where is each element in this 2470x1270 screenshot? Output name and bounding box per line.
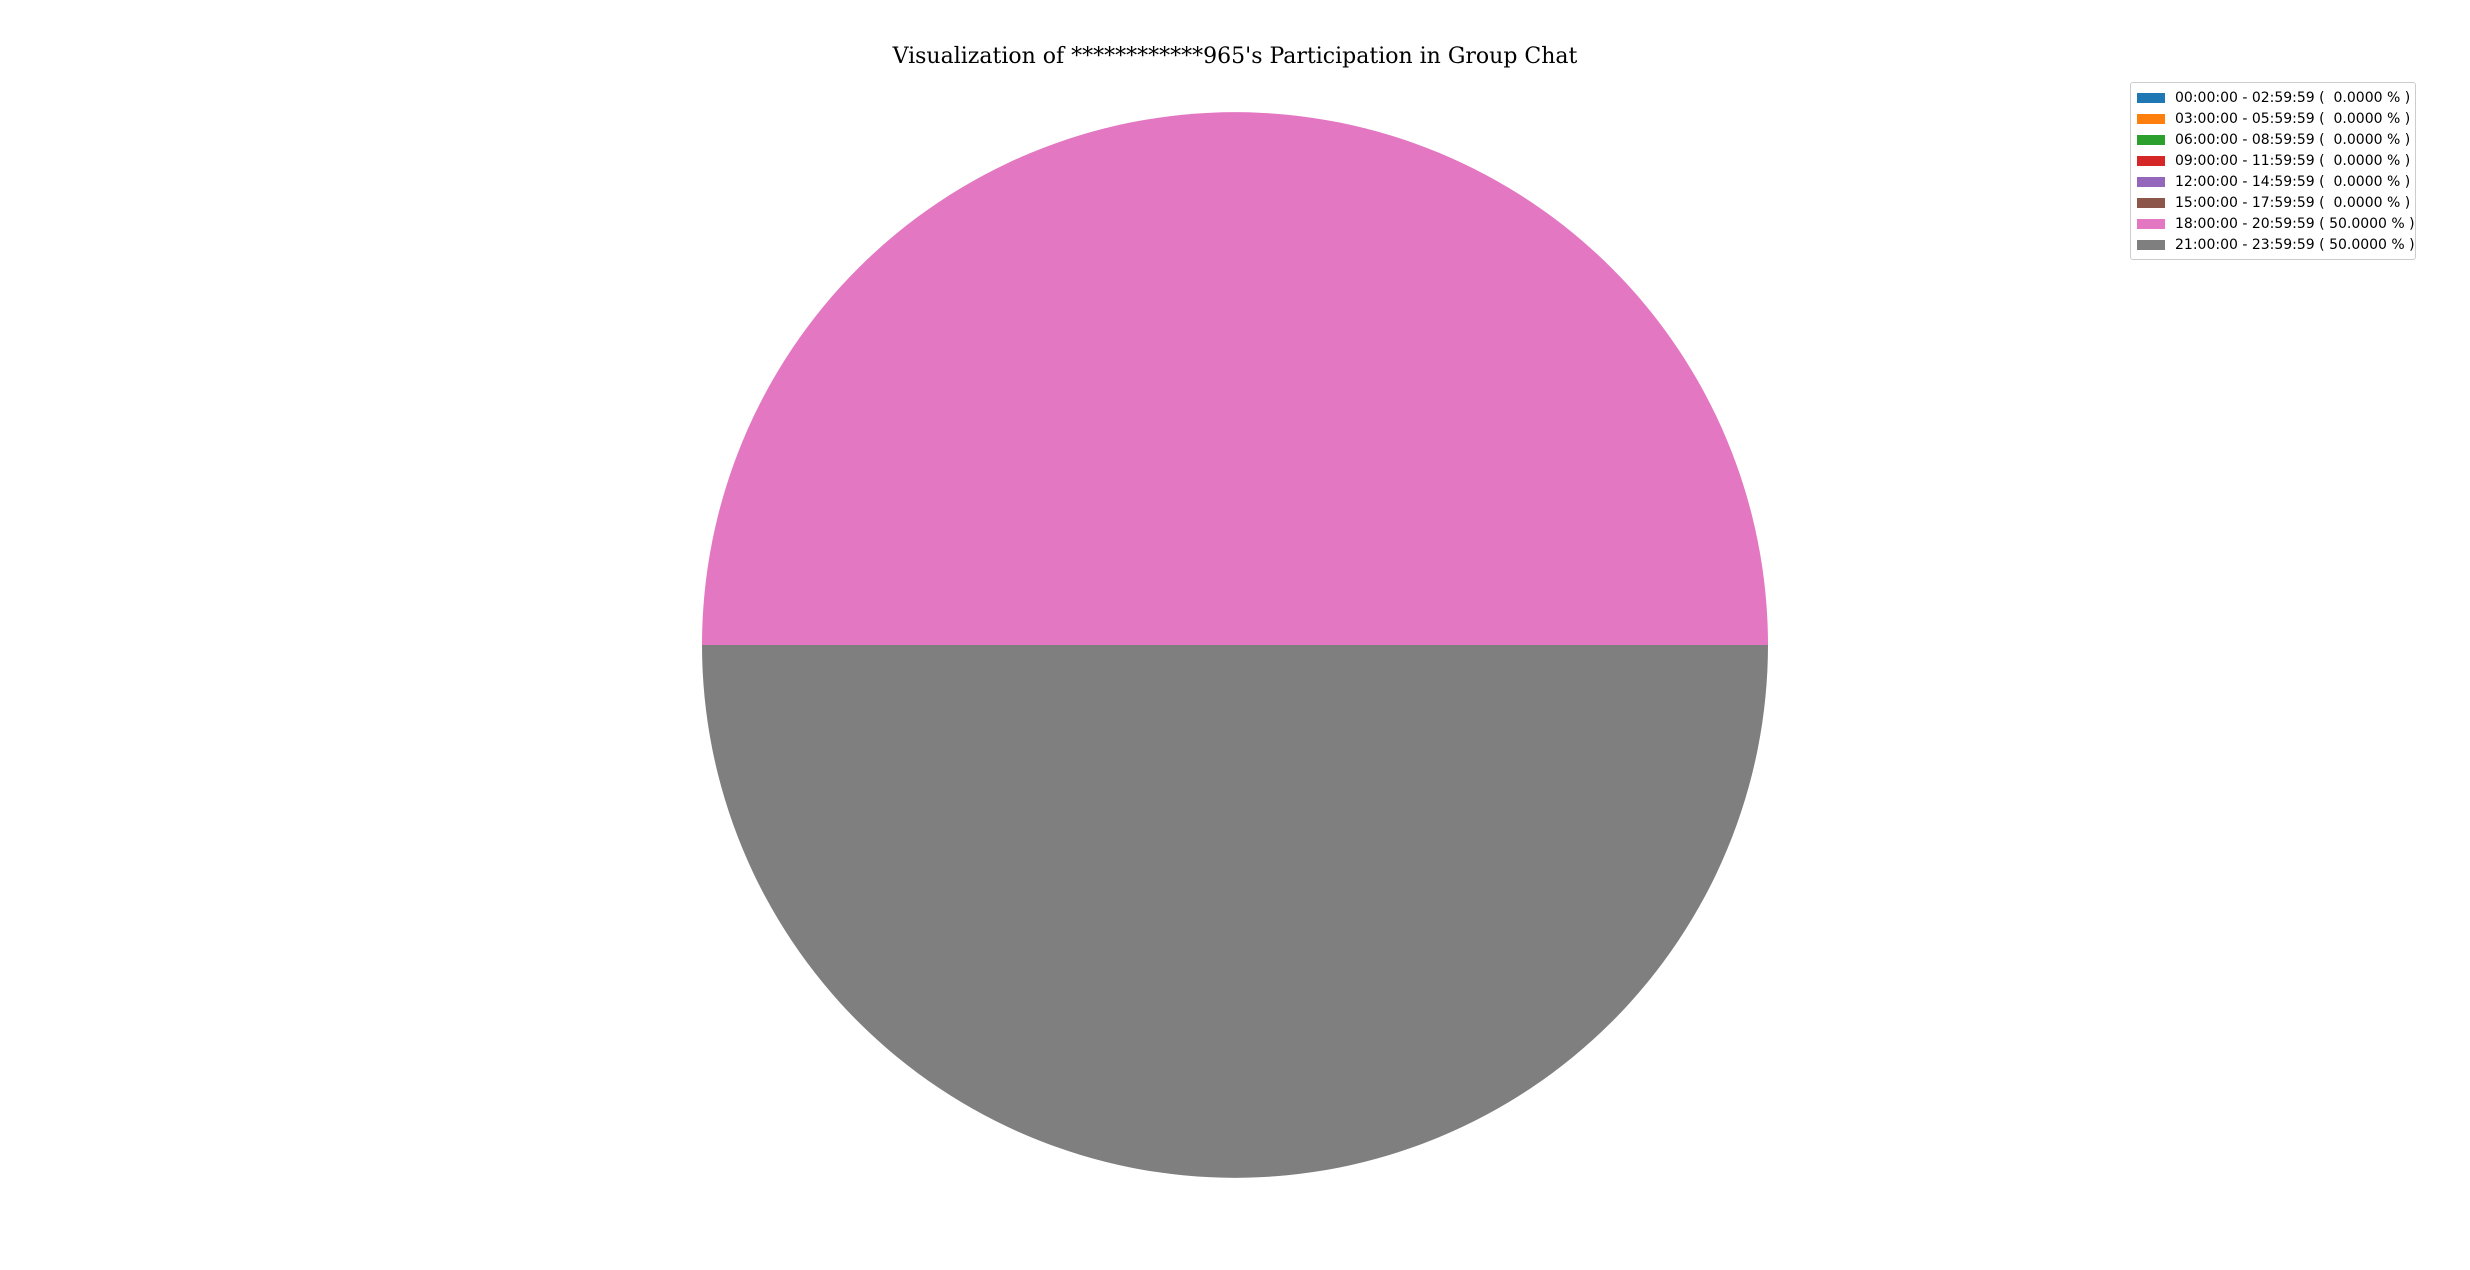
legend-item-2: 06:00:00 - 08:59:59 ( 0.0000 % ): [2137, 129, 2411, 150]
legend-swatch-3: [2137, 155, 2165, 166]
legend-swatch-6: [2137, 218, 2165, 229]
legend-item-1: 03:00:00 - 05:59:59 ( 0.0000 % ): [2137, 108, 2411, 129]
legend-item-0: 00:00:00 - 02:59:59 ( 0.0000 % ): [2137, 87, 2411, 108]
pie-slice-7: [702, 645, 1768, 1178]
pie-slice-6: [702, 112, 1768, 646]
legend-label-1: 03:00:00 - 05:59:59 ( 0.0000 % ): [2175, 110, 2411, 127]
legend-swatch-2: [2137, 134, 2165, 145]
legend-item-4: 12:00:00 - 14:59:59 ( 0.0000 % ): [2137, 171, 2411, 192]
legend-label-5: 15:00:00 - 17:59:59 ( 0.0000 % ): [2175, 194, 2411, 211]
legend-label-6: 18:00:00 - 20:59:59 ( 50.0000 % ): [2175, 215, 2415, 232]
legend-swatch-1: [2137, 113, 2165, 124]
legend-label-3: 09:00:00 - 11:59:59 ( 0.0000 % ): [2175, 152, 2411, 169]
legend-label-4: 12:00:00 - 14:59:59 ( 0.0000 % ): [2175, 173, 2411, 190]
legend-item-7: 21:00:00 - 23:59:59 ( 50.0000 % ): [2137, 234, 2415, 255]
legend-label-7: 21:00:00 - 23:59:59 ( 50.0000 % ): [2175, 236, 2415, 253]
legend-swatch-7: [2137, 239, 2165, 250]
pie-slices: [702, 112, 1768, 1178]
legend-label-0: 00:00:00 - 02:59:59 ( 0.0000 % ): [2175, 89, 2411, 106]
legend-item-5: 15:00:00 - 17:59:59 ( 0.0000 % ): [2137, 192, 2411, 213]
legend-swatch-5: [2137, 197, 2165, 208]
legend-swatch-4: [2137, 176, 2165, 187]
legend-swatch-0: [2137, 92, 2165, 103]
chart-title: Visualization of ************965's Parti…: [892, 44, 1578, 69]
legend: 00:00:00 - 02:59:59 ( 0.0000 % ) 03:00:00…: [2130, 82, 2416, 260]
legend-item-3: 09:00:00 - 11:59:59 ( 0.0000 % ): [2137, 150, 2411, 171]
legend-label-2: 06:00:00 - 08:59:59 ( 0.0000 % ): [2175, 131, 2411, 148]
legend-item-6: 18:00:00 - 20:59:59 ( 50.0000 % ): [2137, 213, 2415, 234]
